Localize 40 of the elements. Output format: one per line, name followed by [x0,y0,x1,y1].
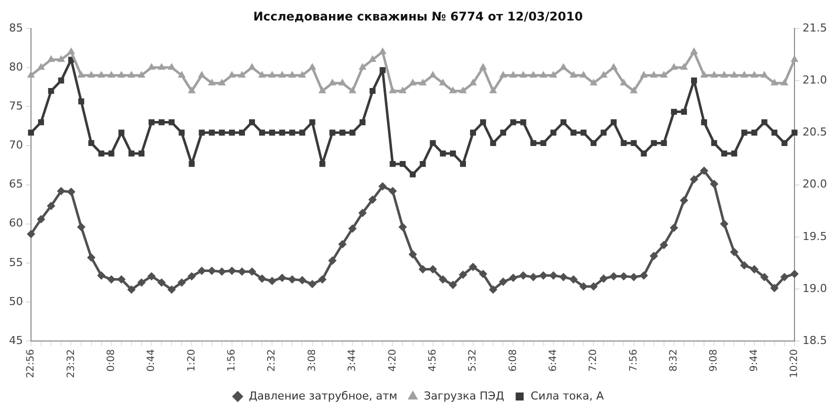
x-tick-label: 0:44 [146,349,158,372]
x-tick-label: 9:08 [708,349,720,372]
y-tick-label: 85 [8,21,23,34]
x-tick-label: 2:32 [266,349,278,372]
y-tick-label: 60 [8,216,23,230]
x-tick-label: 22:56 [26,349,37,378]
x-tick-label: 0:08 [106,349,117,372]
y-tick-label: 55 [8,256,23,269]
x-tick-label: 4:56 [427,349,438,372]
x-tick-label: 7:20 [588,349,600,372]
x-tick-label: 1:56 [226,349,238,372]
x-tick-label: 10:20 [789,349,800,378]
x-tick-label: 5:32 [468,349,479,372]
x-tick-label: 9:44 [748,349,760,372]
y2-tick-label: 21.5 [802,21,828,34]
x-tick-label: 6:08 [508,349,519,372]
x-tick-label: 3:08 [306,349,318,372]
y2-tick-label: 19.0 [802,282,828,295]
legend-label: Сила тока, А [530,389,604,402]
y-tick-label: 70 [8,138,23,152]
y-tick-label: 75 [8,99,23,112]
y2-tick-label: 19.5 [802,230,828,243]
x-tick-label: 4:20 [387,349,398,372]
y-tick-label: 45 [8,334,23,348]
y-tick-label: 65 [8,178,23,191]
x-tick-label: 23:32 [66,349,77,378]
legend-label: Загрузка ПЭД [424,389,505,402]
x-tick-label: 7:56 [628,349,640,372]
x-tick-label: 6:44 [548,349,559,372]
y-tick-label: 80 [8,60,23,74]
y-tick-label: 50 [8,294,23,308]
chart-title: Исследование скважины № 6774 от 12/03/2010 [253,9,583,24]
y2-tick-label: 18.5 [802,334,828,348]
x-tick-label: 1:20 [186,349,198,372]
x-tick-label: 8:32 [668,349,680,372]
y2-tick-label: 20.0 [802,178,828,191]
y2-tick-label: 21.0 [802,73,828,86]
legend-label: Давление затрубное, атм [248,389,398,402]
x-tick-label: 3:44 [347,349,358,372]
y2-tick-label: 20.5 [802,126,828,139]
